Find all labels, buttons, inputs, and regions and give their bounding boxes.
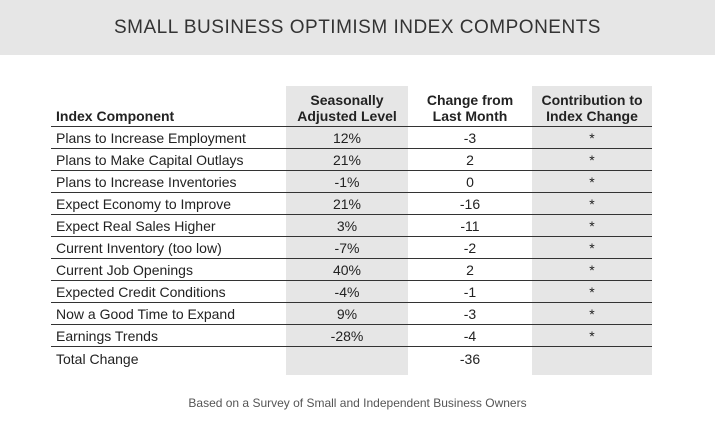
table-row: Expect Economy to Improve 21% -16 * [51,192,652,215]
row-change: -11 [408,214,532,237]
row-contribution: * [532,258,652,281]
header-level-line2: Adjusted Level [297,108,397,124]
total-change: -36 [459,351,481,367]
row-component: Now a Good Time to Expand [51,302,286,325]
total-label: Total Change [56,351,139,367]
row-level: 3% [286,214,408,237]
row-contribution: * [532,148,652,171]
table-body: Plans to Increase Employment 12% -3 * Plans … [51,126,652,372]
row-level: 9% [286,302,408,325]
row-contribution: * [532,214,652,237]
footnote: Based on a Survey of Small and Independe… [188,396,527,410]
row-component: Expected Credit Conditions [51,280,286,303]
row-component: Plans to Increase Inventories [51,170,286,193]
total-contribution [532,347,652,372]
page-title: SMALL BUSINESS OPTIMISM INDEX COMPONENTS [114,16,601,38]
components-table: Index Component Seasonally Adjusted Leve… [51,86,652,371]
row-level: 21% [286,148,408,171]
row-change: -16 [408,192,532,215]
table-row: Plans to Increase Inventories -1% 0 * [51,170,652,193]
row-component: Plans to Increase Employment [51,126,286,149]
header-component: Index Component [51,86,286,127]
components-table-wrap: Index Component Seasonally Adjusted Leve… [51,86,652,376]
row-level: -7% [286,236,408,259]
total-row: Total Change -36 [51,347,652,372]
row-contribution: * [532,302,652,325]
header-change: Change from Last Month [408,86,532,127]
row-contribution: * [532,280,652,303]
row-contribution: * [532,324,652,347]
table-header-row: Index Component Seasonally Adjusted Leve… [51,86,652,127]
row-contribution: * [532,192,652,215]
header-level: Seasonally Adjusted Level [286,86,408,127]
row-contribution: * [532,126,652,149]
row-change: -3 [408,302,532,325]
row-change: -4 [408,324,532,347]
table-row: Plans to Increase Employment 12% -3 * [51,126,652,149]
row-component: Current Inventory (too low) [51,236,286,259]
table-row: Expect Real Sales Higher 3% -11 * [51,214,652,237]
row-component: Current Job Openings [51,258,286,281]
header-component-label: Index Component [56,108,175,124]
row-level: -1% [286,170,408,193]
row-level: -28% [286,324,408,347]
table-row: Earnings Trends -28% -4 * [51,324,652,347]
row-change: 2 [408,148,532,171]
table-row: Expected Credit Conditions -4% -1 * [51,280,652,303]
header-level-line1: Seasonally [310,92,384,108]
header-change-line2: Last Month [432,108,508,124]
row-level: 40% [286,258,408,281]
header-contribution-line2: Index Change [546,108,638,124]
table-row: Current Job Openings 40% 2 * [51,258,652,281]
table-row: Plans to Make Capital Outlays 21% 2 * [51,148,652,171]
header-contribution: Contribution to Index Change [532,86,652,127]
row-level: 12% [286,126,408,149]
row-level: -4% [286,280,408,303]
row-change: 0 [408,170,532,193]
title-bar: SMALL BUSINESS OPTIMISM INDEX COMPONENTS [0,0,715,55]
row-change: -2 [408,236,532,259]
header-contribution-line1: Contribution to [541,92,643,108]
row-component: Expect Economy to Improve [51,192,286,215]
row-component: Expect Real Sales Higher [51,214,286,237]
row-contribution: * [532,170,652,193]
header-change-line1: Change from [426,92,514,108]
row-change: -1 [408,280,532,303]
row-component: Plans to Make Capital Outlays [51,148,286,171]
row-component: Earnings Trends [51,324,286,347]
row-contribution: * [532,236,652,259]
table-row: Current Inventory (too low) -7% -2 * [51,236,652,259]
row-change: -3 [408,126,532,149]
total-level [286,347,408,372]
table-row: Now a Good Time to Expand 9% -3 * [51,302,652,325]
row-change: 2 [408,258,532,281]
row-level: 21% [286,192,408,215]
